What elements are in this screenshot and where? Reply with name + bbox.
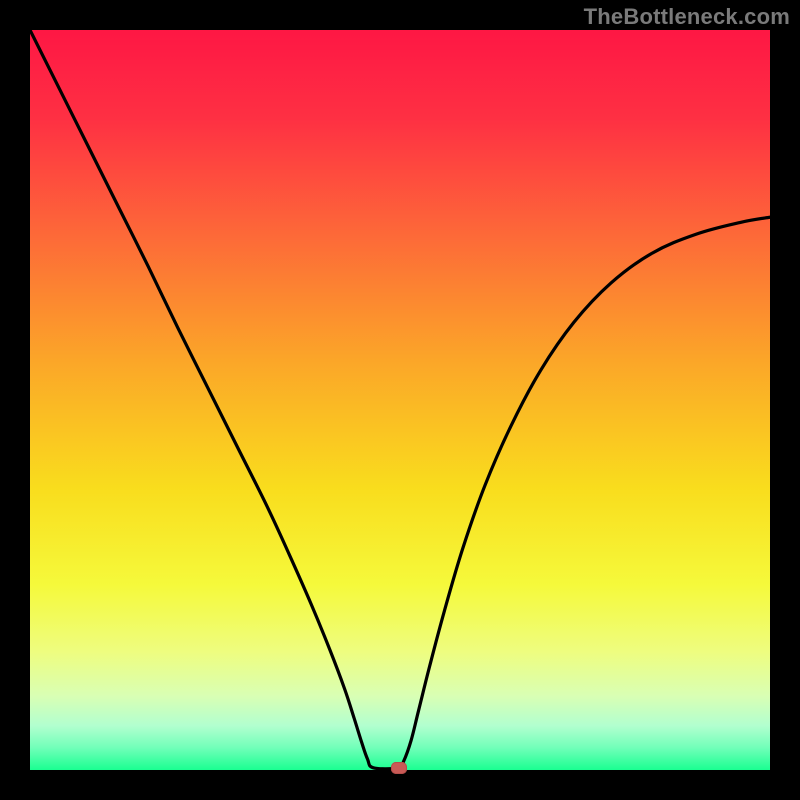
optimal-point-marker bbox=[391, 762, 407, 774]
frame-left bbox=[0, 0, 30, 800]
chart-stage: TheBottleneck.com bbox=[0, 0, 800, 800]
bottleneck-curve bbox=[30, 30, 770, 770]
watermark-text: TheBottleneck.com bbox=[584, 4, 790, 30]
plot-area bbox=[30, 30, 770, 770]
frame-bottom bbox=[0, 770, 800, 800]
frame-right bbox=[770, 0, 800, 800]
